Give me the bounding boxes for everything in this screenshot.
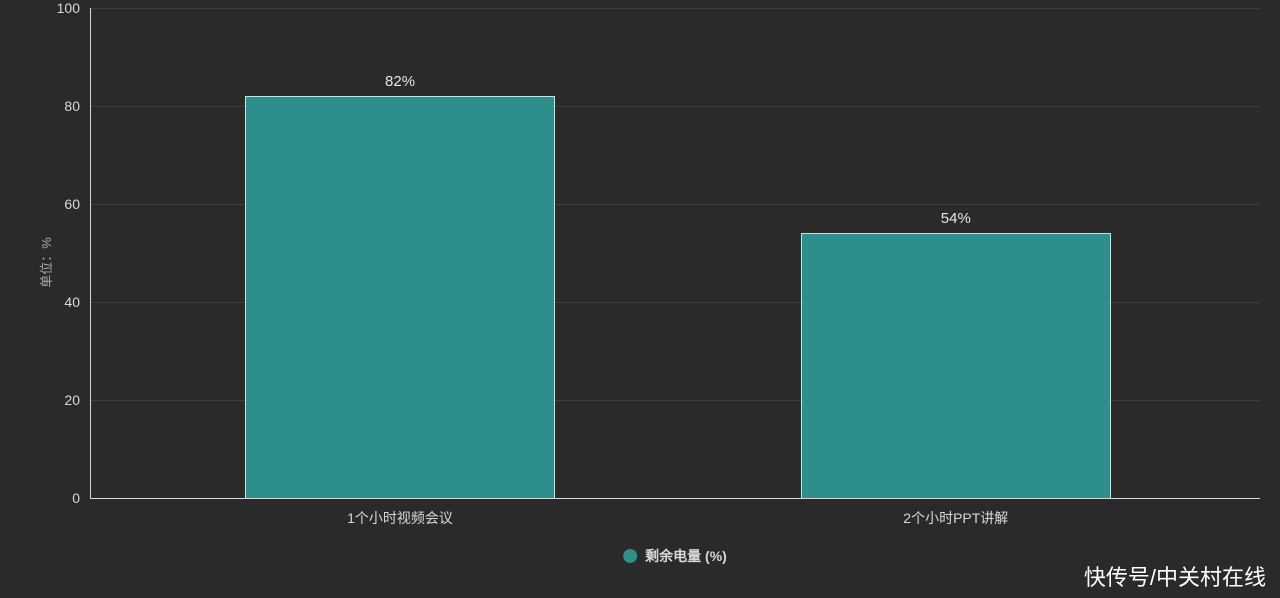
plot-area <box>90 8 1260 498</box>
x-tick-label: 2个小时PPT讲解 <box>903 508 1008 528</box>
y-axis-title: 单位：% <box>36 237 55 288</box>
watermark-text: 快传号/中关村在线 <box>1084 560 1266 592</box>
y-tick-label: 40 <box>40 294 80 310</box>
x-tick-label: 1个小时视频会议 <box>347 508 453 528</box>
gridline <box>90 8 1260 9</box>
y-tick-label: 20 <box>40 392 80 408</box>
y-axis-line <box>90 8 91 498</box>
y-tick-label: 60 <box>40 196 80 212</box>
bar-value-label: 54% <box>941 210 971 227</box>
legend: 剩余电量 (%) <box>623 546 727 566</box>
y-tick-label: 0 <box>40 490 80 506</box>
legend-swatch-icon <box>623 549 637 563</box>
y-tick-label: 100 <box>40 0 80 16</box>
y-tick-label: 80 <box>40 98 80 114</box>
bar <box>245 96 555 498</box>
bar-value-label: 82% <box>385 73 415 90</box>
bar <box>801 233 1111 498</box>
x-axis-line <box>90 498 1260 499</box>
legend-label: 剩余电量 (%) <box>645 546 727 566</box>
battery-remaining-bar-chart: 单位：% 剩余电量 (%) 快传号/中关村在线 0 20 40 60 80 100 82% 1… <box>0 0 1280 598</box>
